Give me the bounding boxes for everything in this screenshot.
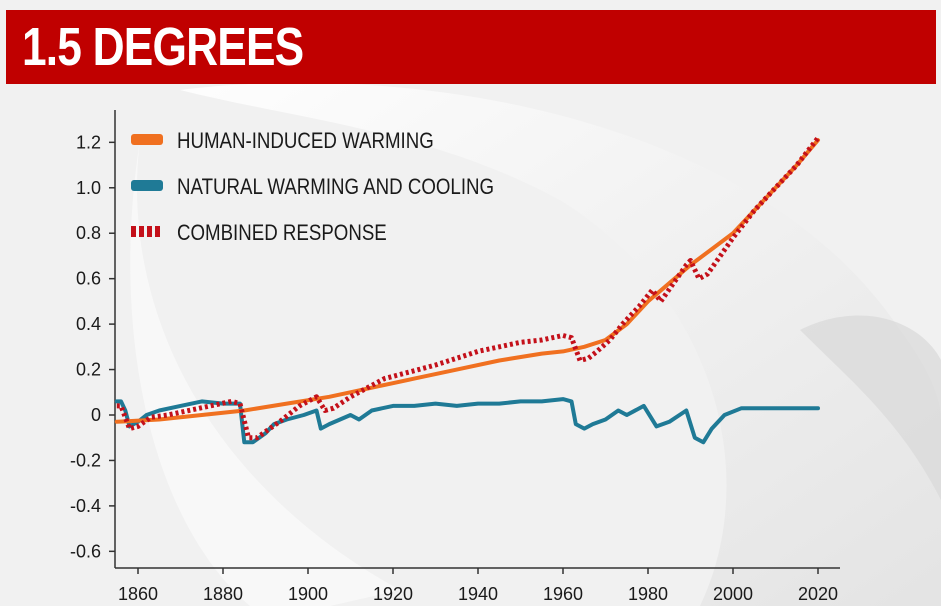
chart-axes: [109, 110, 840, 574]
x-tick-label: 1900: [288, 584, 328, 604]
x-tick-label: 1960: [543, 584, 583, 604]
x-tick-label: 1860: [118, 584, 158, 604]
legend-label-human: HUMAN-INDUCED WARMING: [177, 130, 434, 154]
x-tick-label: 1940: [458, 584, 498, 604]
y-axis-labels: 1.2 1.0 0.8 0.6 0.4 0.2 0 -0.2 -0.4 -0.6: [70, 132, 101, 561]
y-tick-label: 1.0: [76, 178, 101, 198]
page-title: 1.5 DEGREES: [22, 17, 304, 77]
series-lines: [114, 136, 820, 445]
x-axis-labels: 1860 1880 1900 1920 1940 1960 1980 2000 2020: [118, 584, 838, 604]
series-line-combined: [116, 136, 820, 441]
series-line-natural: [114, 397, 820, 445]
legend-swatch-combined: [139, 226, 144, 237]
x-tick-label: 1920: [373, 584, 413, 604]
y-tick-label: -0.6: [70, 541, 101, 561]
y-tick-label: 0.2: [76, 360, 101, 380]
x-tick-label: 2020: [798, 584, 838, 604]
legend: HUMAN-INDUCED WARMING NATURAL WARMING AND…: [131, 130, 494, 246]
y-tick-label: 0.4: [76, 314, 101, 334]
y-tick-label: 0: [91, 405, 101, 425]
y-tick-label: -0.2: [70, 450, 101, 470]
legend-swatch-combined: [147, 226, 152, 237]
legend-swatch-combined: [155, 226, 160, 237]
legend-swatch-natural: [131, 180, 163, 191]
legend-swatch-human: [131, 134, 163, 145]
legend-label-natural: NATURAL WARMING AND COOLING: [177, 176, 494, 200]
x-tick-label: 1880: [203, 584, 243, 604]
y-tick-label: -0.4: [70, 496, 101, 516]
y-tick-label: 0.6: [76, 269, 101, 289]
x-tick-label: 2000: [713, 584, 753, 604]
title-bar: 1.5 DEGREES: [6, 10, 936, 84]
legend-swatch-combined: [131, 226, 136, 237]
y-tick-label: 0.8: [76, 223, 101, 243]
x-tick-label: 1980: [628, 584, 668, 604]
legend-label-combined: COMBINED RESPONSE: [177, 222, 387, 246]
y-tick-label: 1.2: [76, 132, 101, 152]
